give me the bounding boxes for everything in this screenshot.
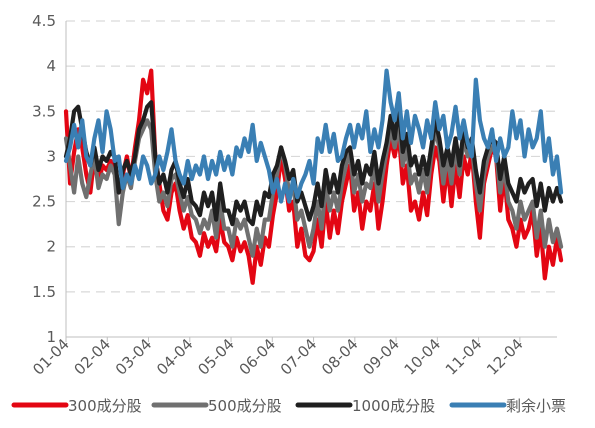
series-line-3: [63, 100, 564, 227]
axes: [65, 21, 557, 342]
y-tick-label: 4: [46, 57, 56, 75]
legend-item: 300成分股: [11, 397, 142, 415]
legend: 300成分股 500成分股 1000成分股 剩余小票: [11, 397, 566, 415]
legend-item: 剩余小票: [449, 397, 566, 415]
y-tick-label: 4.5: [32, 12, 56, 30]
y-tick-label: 1.5: [32, 283, 56, 301]
legend-label: 1000成分股: [352, 397, 435, 415]
x-tick-label: 09-04: [359, 335, 403, 379]
legend-label: 300成分股: [68, 397, 142, 415]
x-tick-label: 02-04: [71, 335, 115, 379]
x-tick-label: 08-04: [318, 335, 362, 379]
y-tick-label: 1: [46, 328, 56, 346]
x-tick-label: 12-04: [483, 335, 527, 379]
y-tick-labels: 1 1.5 2 2.5 3 3.5 4 4.5: [32, 12, 56, 346]
legend-item: 500成分股: [151, 397, 282, 415]
x-tick-label: 04-04: [153, 335, 197, 379]
series-line-4: [63, 68, 564, 204]
y-tick-label: 2: [46, 238, 56, 256]
series-line-2: [63, 118, 564, 258]
x-tick-label: 10-04: [401, 335, 445, 379]
series-line-1: [63, 68, 564, 285]
x-tick-label: 11-04: [442, 335, 486, 379]
y-tick-label: 3.5: [32, 102, 56, 120]
x-tick-label: 03-04: [112, 335, 156, 379]
legend-item: 1000成分股: [295, 397, 435, 415]
legend-label: 500成分股: [208, 397, 282, 415]
x-tick-label: 07-04: [277, 335, 321, 379]
legend-label: 剩余小票: [506, 397, 566, 415]
y-tick-label: 3: [46, 147, 56, 165]
x-tick-label: 06-04: [236, 335, 280, 379]
x-tick-label: 05-04: [194, 335, 238, 379]
series-lines: [63, 68, 564, 285]
y-tick-label: 2.5: [32, 193, 56, 211]
x-tick-labels: 01-0402-0403-0404-0405-0406-0407-0408-04…: [29, 335, 526, 379]
